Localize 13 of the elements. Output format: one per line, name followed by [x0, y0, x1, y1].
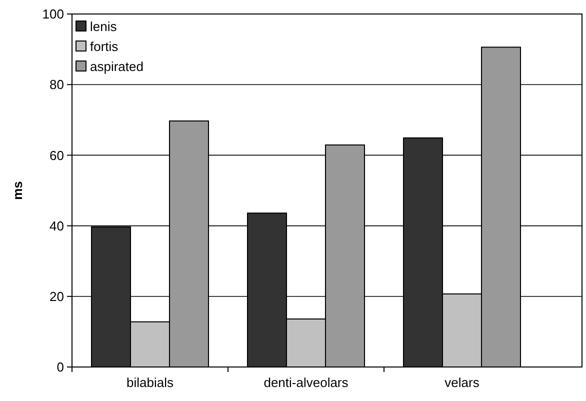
legend-label: fortis [90, 39, 119, 54]
legend-label: lenis [90, 19, 118, 34]
x-tick-label: denti-alveolars [264, 375, 349, 390]
x-tick-label: velars [444, 375, 480, 390]
y-tick-label: 60 [50, 148, 64, 163]
y-tick-label: 20 [50, 288, 64, 304]
y-tick-label: 0 [56, 360, 64, 375]
y-tick-label: 100 [42, 6, 64, 22]
y-axis-title: ms [10, 181, 25, 200]
y-tick-label: 40 [50, 218, 64, 234]
y-tick-label: 80 [50, 77, 64, 92]
legend-label: aspirated [90, 59, 144, 74]
x-tick-label: bilabials [126, 375, 174, 390]
